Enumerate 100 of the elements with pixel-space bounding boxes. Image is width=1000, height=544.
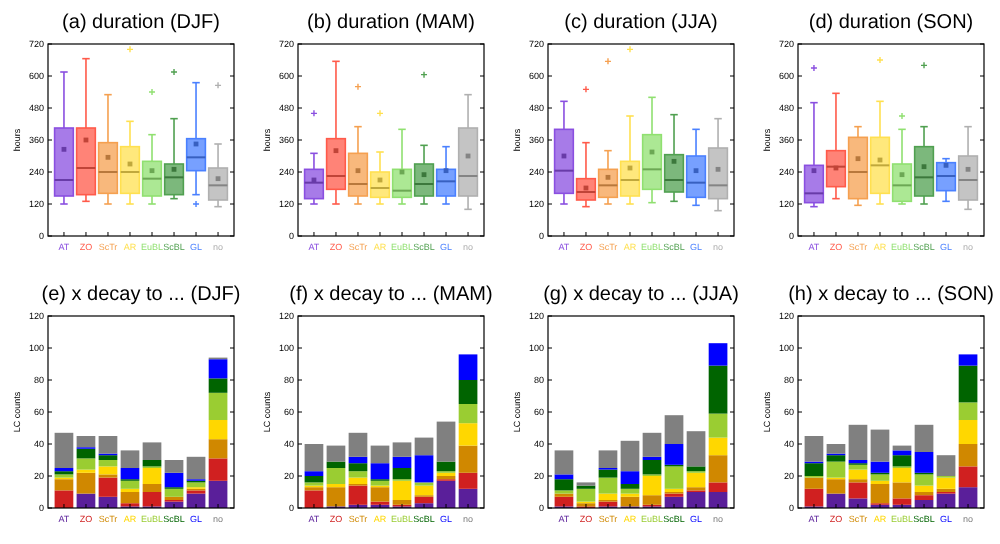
bar bbox=[826, 479, 846, 494]
bar bbox=[326, 461, 346, 468]
bar bbox=[598, 477, 618, 494]
bar bbox=[414, 455, 434, 483]
bar bbox=[392, 480, 412, 500]
bar bbox=[208, 458, 228, 481]
bar bbox=[76, 448, 96, 459]
bar bbox=[642, 476, 662, 496]
bar bbox=[958, 420, 978, 444]
bar bbox=[686, 466, 706, 472]
bar bbox=[326, 487, 346, 507]
bar bbox=[848, 464, 868, 470]
chart-title: (f) x decay to ... (MAM) bbox=[289, 284, 493, 306]
bar bbox=[958, 365, 978, 403]
bar bbox=[708, 413, 728, 438]
bar bbox=[708, 482, 728, 492]
bar bbox=[370, 480, 390, 486]
bar bbox=[958, 466, 978, 488]
bar bbox=[142, 442, 162, 460]
bar bbox=[208, 480, 228, 508]
bar bbox=[914, 424, 934, 452]
bar bbox=[436, 421, 456, 462]
bar bbox=[620, 440, 640, 472]
chart-title: (h) x decay to ... (SON) bbox=[788, 284, 994, 306]
bar bbox=[958, 402, 978, 420]
bar bbox=[848, 469, 868, 480]
bar bbox=[958, 444, 978, 467]
bar bbox=[620, 488, 640, 494]
chart-title: (g) x decay to ... (JJA) bbox=[543, 284, 739, 306]
bar bbox=[348, 471, 368, 478]
bar bbox=[642, 432, 662, 457]
bar bbox=[458, 354, 478, 380]
bar bbox=[936, 477, 956, 489]
bar bbox=[708, 365, 728, 414]
bar bbox=[392, 442, 412, 457]
bar bbox=[708, 455, 728, 483]
bar bbox=[554, 450, 574, 475]
bar bbox=[826, 444, 846, 454]
bar bbox=[892, 450, 912, 456]
bar bbox=[664, 415, 684, 444]
bar bbox=[892, 498, 912, 505]
bar bbox=[554, 474, 574, 480]
bar bbox=[208, 359, 228, 379]
bar bbox=[598, 469, 618, 478]
bar bbox=[620, 471, 640, 484]
bar bbox=[642, 495, 662, 505]
bar bbox=[804, 488, 824, 507]
bar bbox=[458, 380, 478, 404]
bar bbox=[870, 484, 890, 504]
chart-title: (c) duration (JJA) bbox=[564, 12, 718, 34]
bar bbox=[458, 404, 478, 424]
bar bbox=[936, 455, 956, 476]
bar bbox=[54, 479, 74, 491]
bar bbox=[458, 472, 478, 489]
bar bbox=[120, 480, 140, 489]
bar bbox=[142, 484, 162, 492]
chart-title: (e) x decay to ... (DJF) bbox=[41, 284, 241, 306]
bar bbox=[392, 456, 412, 468]
bar bbox=[208, 439, 228, 459]
bar bbox=[348, 456, 368, 464]
bar bbox=[186, 482, 206, 488]
bar bbox=[958, 487, 978, 508]
bar bbox=[458, 423, 478, 446]
bar bbox=[98, 466, 118, 475]
bar bbox=[870, 429, 890, 462]
bar bbox=[120, 468, 140, 480]
bar bbox=[370, 445, 390, 464]
bar bbox=[914, 452, 934, 473]
bar bbox=[370, 463, 390, 480]
bar bbox=[164, 488, 184, 497]
bar bbox=[826, 461, 846, 478]
bar bbox=[958, 354, 978, 366]
bar bbox=[304, 444, 324, 472]
bar bbox=[708, 437, 728, 456]
bar bbox=[76, 436, 96, 448]
bar bbox=[848, 482, 868, 499]
bar bbox=[54, 490, 74, 508]
chart-title: (a) duration (DJF) bbox=[62, 12, 220, 34]
bar bbox=[892, 482, 912, 499]
bar bbox=[208, 392, 228, 420]
chart-title: (d) duration (SON) bbox=[808, 12, 974, 34]
bar bbox=[892, 455, 912, 467]
bar bbox=[348, 463, 368, 472]
bar bbox=[392, 468, 412, 480]
bar bbox=[76, 472, 96, 494]
bar bbox=[892, 468, 912, 483]
bar bbox=[642, 460, 662, 475]
bar bbox=[914, 474, 934, 486]
bar bbox=[142, 468, 162, 484]
bar bbox=[370, 487, 390, 502]
bar bbox=[804, 463, 824, 476]
bar bbox=[870, 461, 890, 473]
bar bbox=[414, 496, 434, 504]
bar bbox=[208, 378, 228, 393]
bar bbox=[54, 432, 74, 468]
bar bbox=[76, 458, 96, 470]
bar bbox=[870, 474, 890, 481]
bar bbox=[848, 424, 868, 460]
bar bbox=[120, 492, 140, 504]
bar bbox=[142, 460, 162, 467]
